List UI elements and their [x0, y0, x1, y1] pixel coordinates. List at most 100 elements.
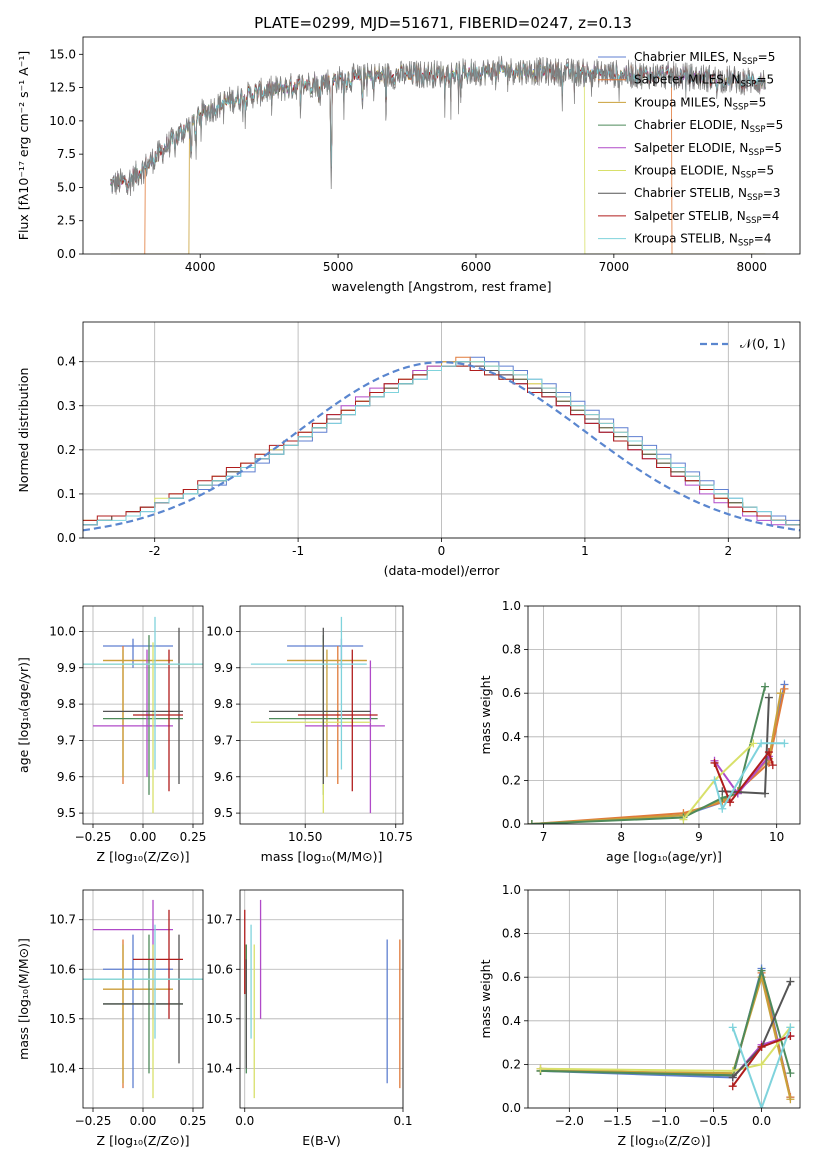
- x-tick-label: 8000: [736, 260, 767, 274]
- y-tick-label: 0.0: [502, 817, 521, 831]
- mass-weight-marker: [718, 804, 727, 813]
- legend-subscript: SSP: [741, 80, 757, 90]
- legend-value: =4: [762, 209, 780, 223]
- y-tick-label: 10.0: [206, 624, 233, 638]
- y-tick-label: 9.9: [57, 661, 76, 675]
- legend-value: =5: [764, 141, 782, 155]
- x-axis-label: E(B-V): [302, 1133, 341, 1148]
- y-tick-label: 9.5: [214, 806, 233, 820]
- x-tick-label: −1.0: [651, 1114, 680, 1128]
- y-tick-label: 0.0: [502, 1101, 521, 1115]
- x-tick-label: 6000: [461, 260, 492, 274]
- x-tick-label: −0.25: [75, 1114, 112, 1128]
- x-axis-label: Z [log₁₀(Z/Z⊙)]: [618, 1133, 711, 1148]
- axes: −0.25 0.00 0.25 10.4 10.5 10.6 10.7 Z [log₁₀(Z/…: [16, 889, 207, 1148]
- mass-weight-line: [713, 742, 785, 812]
- y-tick-label: 0.2: [502, 1057, 521, 1071]
- x-tick-label: −2.0: [555, 1114, 584, 1128]
- mass-weight-marker: [780, 739, 789, 748]
- y-tick-label: 7.5: [57, 147, 76, 161]
- legend-entry: Kroupa STELIB, NSSP=4: [634, 232, 772, 249]
- y-axis-label: age [log₁₀(age/yr)]: [16, 657, 31, 773]
- y-tick-label: 0.6: [502, 970, 521, 984]
- y-tick-label: 0.2: [502, 773, 521, 787]
- panel-mass-vs-ebv: 0.0 0.1 10.4 10.5 10.6 10.7 E(B-V): [206, 889, 413, 1148]
- y-tick-label: 0.4: [502, 730, 521, 744]
- legend-subscript: SSP: [741, 171, 757, 181]
- y-tick-label: 9.6: [57, 770, 76, 784]
- mass-weight-marker: [761, 682, 770, 691]
- x-tick-label: 4000: [185, 260, 216, 274]
- mass-weight-marker: [757, 1104, 766, 1108]
- x-tick-label: 10: [769, 830, 784, 844]
- y-tick-label: 0.2: [57, 443, 76, 457]
- axes-frame: [82, 605, 204, 825]
- legend-value: =3: [763, 186, 781, 200]
- panel-residuals: -2 -1 0 1 2 0.0 0.1 0.2 0.3 0.4 (data-model)/error…: [16, 321, 801, 578]
- plot-area: [83, 899, 203, 1099]
- y-tick-label: 5.0: [57, 180, 76, 194]
- mass-weight-marker: [710, 758, 719, 767]
- y-tick-label: 9.8: [57, 697, 76, 711]
- legend-entry: Chabrier STELIB, NSSP=3: [634, 186, 781, 203]
- y-tick-label: 0.3: [57, 399, 76, 413]
- axes: -2 -1 0 1 2 0.0 0.1 0.2 0.3 0.4 (data-model)/error…: [16, 321, 801, 578]
- panel-age-vs-mass: 10.50 10.75 9.5 9.6 9.7 9.8 9.9 10.0 mass [log₁₀…: [206, 605, 413, 864]
- legend-subscript: SSP: [746, 216, 762, 226]
- x-tick-label: 5000: [323, 260, 354, 274]
- legend-value: =5: [758, 50, 776, 64]
- axes: −0.25 0.00 0.25 9.5 9.6 9.7 9.8 9.9 10.0 Z [log₁₀…: [16, 605, 207, 864]
- legend-entry: Salpeter STELIB, NSSP=4: [634, 209, 779, 226]
- spectrum-model-line: [110, 60, 766, 254]
- plot-area: [250, 616, 385, 814]
- x-tick-label: 0.0: [235, 1114, 254, 1128]
- mass-weight-marker: [764, 693, 773, 702]
- y-tick-label: 10.5: [206, 1012, 233, 1026]
- y-tick-label: 9.6: [214, 770, 233, 784]
- grid: [240, 890, 404, 1108]
- panel-mass-vs-Z: −0.25 0.00 0.25 10.4 10.5 10.6 10.7 Z [log₁₀(Z/…: [16, 889, 207, 1148]
- x-tick-label: −1.5: [603, 1114, 632, 1128]
- x-tick-label: 0.25: [180, 830, 207, 844]
- legend-entry: Salpeter ELODIE, NSSP=5: [634, 141, 782, 158]
- grid: [83, 322, 800, 539]
- y-tick-label: 10.6: [49, 962, 76, 976]
- x-tick-label: 0: [438, 544, 446, 558]
- y-tick-label: 0.4: [57, 355, 76, 369]
- y-tick-label: 0.0: [57, 247, 76, 261]
- mass-weight-marker: [728, 1073, 737, 1082]
- plot-area: [110, 55, 766, 254]
- x-axis-label: age [log₁₀(age/yr)]: [606, 849, 722, 864]
- legend-subscript: SSP: [750, 125, 766, 135]
- x-tick-label: 2: [724, 544, 732, 558]
- mass-weight-marker: [728, 1082, 737, 1091]
- mass-weight-marker: [710, 776, 719, 785]
- x-tick-label: -2: [149, 544, 161, 558]
- grid: [528, 605, 800, 825]
- legend-subscript: SSP: [747, 193, 763, 203]
- mass-weight-marker: [764, 748, 773, 757]
- x-tick-label: 7000: [599, 260, 630, 274]
- mass-weight-line: [713, 749, 774, 805]
- mass-weight-line: [722, 697, 770, 795]
- y-tick-label: 10.0: [49, 624, 76, 638]
- legend-entry: Salpeter MILES, NSSP=5: [634, 73, 774, 90]
- legend-value: =5: [756, 164, 774, 178]
- x-tick-label: 1: [581, 544, 589, 558]
- y-axis-label: mass weight: [478, 675, 493, 754]
- plot-area: [244, 899, 401, 1099]
- x-tick-label: 8: [617, 830, 625, 844]
- mass-weight-marker: [768, 761, 777, 770]
- y-tick-label: 9.7: [214, 733, 233, 747]
- x-tick-label: 0.25: [180, 1114, 207, 1128]
- mass-weight-line: [731, 1026, 792, 1108]
- legend-subscript: SSP: [733, 102, 749, 112]
- y-tick-label: 9.5: [57, 806, 76, 820]
- mass-weight-marker: [728, 1023, 737, 1032]
- mass-weight-line: [531, 693, 782, 824]
- x-tick-label: 10.50: [288, 830, 322, 844]
- mass-weight-marker: [786, 1069, 795, 1078]
- axes: 7 8 9 10 0.0 0.2 0.4 0.6 0.8 1.0 age [log₁₀(age/yr…: [478, 599, 801, 864]
- mass-weight-marker: [528, 820, 536, 824]
- y-tick-label: 0.8: [502, 643, 521, 657]
